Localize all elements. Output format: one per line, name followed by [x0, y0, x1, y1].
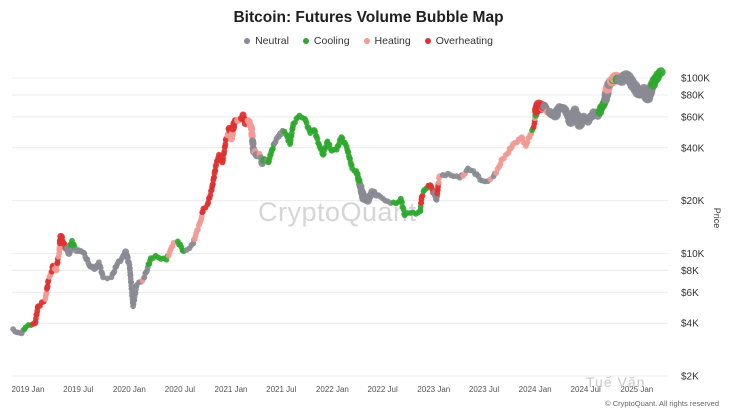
y-tick-label: $40K	[681, 143, 705, 154]
x-tick-label: 2024 Jul	[571, 385, 601, 394]
x-tick-label: 2019 Jul	[63, 385, 93, 394]
legend-item-heating[interactable]: Heating	[363, 35, 411, 47]
y-tick-label: $60K	[681, 112, 705, 123]
data-points	[10, 67, 666, 337]
legend-label-overheating: Overheating	[435, 35, 493, 47]
legend-marker-heating	[363, 38, 370, 44]
y-tick-label: $10K	[681, 249, 705, 260]
copyright-credit: © CryptoQuant. All rights reserved	[605, 399, 719, 408]
y-axis-title: Price	[712, 208, 722, 229]
x-tick-label: 2023 Jul	[469, 385, 499, 394]
point-overheating	[419, 192, 426, 199]
point-overheating	[212, 167, 219, 174]
legend-label-heating: Heating	[374, 35, 411, 47]
point-overheating	[44, 283, 51, 290]
legend-marker-overheating	[424, 38, 431, 44]
x-tick-label: 2021 Jul	[266, 385, 296, 394]
legend-item-neutral[interactable]: Neutral	[244, 35, 289, 47]
legend: Neutral Cooling Heating Overheating	[0, 35, 737, 47]
y-tick-label: $4K	[681, 319, 699, 330]
y-tick-label: $8K	[681, 266, 699, 277]
x-tick-label: 2022 Jul	[368, 385, 398, 394]
x-axis: 2019 Jan 2019 Jul 2020 Jan 2020 Jul 2021 Jan…	[12, 385, 654, 394]
y-axis: $2K $4K $6K $8K $10K $20K $40K $60K $80K $100K	[681, 73, 710, 382]
x-tick-label: 2021 Jan	[215, 385, 248, 394]
point-heating	[53, 266, 60, 273]
legend-marker-cooling	[302, 38, 309, 44]
y-tick-label: $100K	[681, 73, 710, 84]
point-cooling	[400, 206, 407, 213]
gridlines	[12, 77, 668, 377]
legend-item-overheating[interactable]: Overheating	[424, 35, 493, 47]
y-tick-label: $80K	[681, 90, 705, 101]
x-tick-label: 2019 Jan	[12, 385, 45, 394]
point-heating	[435, 179, 442, 186]
x-tick-label: 2025 Jan	[620, 385, 653, 394]
point-overheating	[220, 155, 227, 162]
point-cooling	[655, 67, 666, 77]
legend-item-cooling[interactable]: Cooling	[302, 35, 350, 47]
point-heating	[43, 290, 50, 297]
point-cooling	[399, 199, 405, 206]
legend-label-neutral: Neutral	[255, 35, 289, 47]
y-tick-label: $6K	[681, 288, 699, 299]
point-heating	[195, 226, 201, 233]
chart-title: Bitcoin: Futures Volume Bubble Map	[233, 9, 504, 26]
point-overheating	[222, 141, 229, 148]
overlay-logo: Tuế Văn	[586, 374, 646, 390]
x-tick-label: 2020 Jan	[113, 385, 146, 394]
legend-marker-neutral	[244, 38, 251, 44]
legend-label-cooling: Cooling	[313, 35, 350, 47]
y-tick-label: $20K	[681, 196, 705, 207]
x-tick-label: 2022 Jan	[316, 385, 349, 394]
x-tick-label: 2023 Jan	[417, 385, 450, 394]
x-tick-label: 2024 Jan	[519, 385, 552, 394]
point-overheating	[221, 148, 228, 155]
x-tick-label: 2020 Jul	[165, 385, 195, 394]
y-tick-label: $2K	[681, 372, 699, 383]
